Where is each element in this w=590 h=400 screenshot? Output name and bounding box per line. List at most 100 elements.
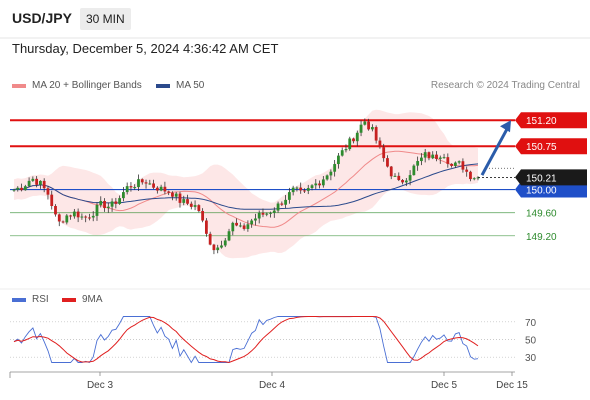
candle-body [238,225,242,227]
candle-body [442,157,446,159]
level-tag-151.20 [515,112,587,129]
candle-body [121,192,125,199]
x-axis-label-Dec-5: Dec 5 [431,380,458,391]
candle-body [31,178,35,181]
candle-body [280,203,284,205]
candle-body [374,127,378,141]
level-label-149.20: 149.20 [526,232,557,243]
candle-body [163,186,167,192]
candle-body [80,216,84,218]
candle-body [310,185,314,189]
legend-ma50: MA 50 [156,80,204,91]
candle-body [382,147,386,159]
candle-body [250,220,254,225]
current-price-tag [515,169,587,186]
candle-body [461,161,465,170]
candle-body [276,203,280,211]
ma20-line [13,150,479,228]
candle-body [348,138,352,150]
candle-body [469,171,472,180]
legend-ma20: MA 20 + Bollinger Bands [12,80,142,91]
candle-body [408,175,412,181]
candle-body [446,157,450,164]
legend-rsi: RSI [12,294,49,305]
x-axis-label-Dec-15: Dec 15 [496,380,528,391]
symbol-title: USD/JPY [12,10,72,26]
candle-body [340,150,344,156]
candle-body [306,188,310,191]
candle-body [295,187,299,189]
level-label-150.00: 150.00 [526,186,557,197]
rsi-label: RSI [32,294,49,305]
candle-body [148,183,152,185]
ma9-label: 9MA [82,294,103,305]
ma20-swatch [12,83,26,88]
legend-9ma: 9MA [62,294,103,305]
candle-body [197,205,201,211]
candle-body [314,183,318,186]
candle-body [231,222,235,232]
candle-body [84,216,88,218]
timeframe-badge[interactable]: 30 MIN [80,8,131,30]
candle-body [99,200,103,205]
candle-body [193,205,197,207]
rsi-tick-50: 50 [525,336,537,347]
candle-body [389,166,393,177]
candle-body [39,180,42,185]
candle-body [167,191,171,193]
candle-body [50,194,54,207]
candle-body [378,140,382,148]
rsi-swatch [12,297,26,302]
level-label-149.60: 149.60 [526,209,557,220]
candle-body [91,215,95,218]
candle-body [57,214,61,222]
candle-body [208,233,212,245]
candle-body [261,212,265,215]
projection-arrow-head [500,120,511,133]
ma9-swatch [62,297,76,302]
candle-body [46,188,50,195]
candle-body [370,127,374,130]
candle-body [254,218,257,221]
candle-body [103,200,106,209]
candle-body [363,121,367,125]
candle-body [220,245,223,248]
candle-body [404,180,408,183]
level-tag-150.75 [515,138,587,155]
candle-body [23,186,27,191]
candle-body [189,203,193,207]
candle-body [140,179,144,183]
candle-body [427,152,431,159]
candle-body [42,180,46,189]
current-price-label: 150.21 [526,173,557,184]
candle-body [204,220,208,234]
candle-body [227,231,231,241]
level-label-151.20: 151.20 [526,116,557,127]
candle-body [401,180,404,183]
candle-body [88,217,91,219]
ma50-line [13,163,479,210]
candle-body [367,121,371,130]
rsi-ma-line [13,316,479,364]
candle-body [337,155,340,165]
rsi-tick-70: 70 [525,318,537,329]
candle-body [125,186,129,193]
x-axis-label-Dec-3: Dec 3 [87,380,114,391]
candle-body [397,175,401,181]
candle-body [72,211,76,217]
candle-body [20,187,23,191]
candle-body [412,165,416,176]
candle-body [465,169,469,172]
candle-body [303,190,306,192]
candle-body [269,212,272,214]
candle-body [450,163,453,166]
candle-body [106,206,110,209]
candle-body [284,199,288,205]
candle-body [457,161,461,163]
candle-body [174,193,178,197]
candle-body [155,187,159,191]
level-tag-150.00 [515,181,587,198]
candle-body [133,187,137,189]
candle-body [299,187,303,191]
